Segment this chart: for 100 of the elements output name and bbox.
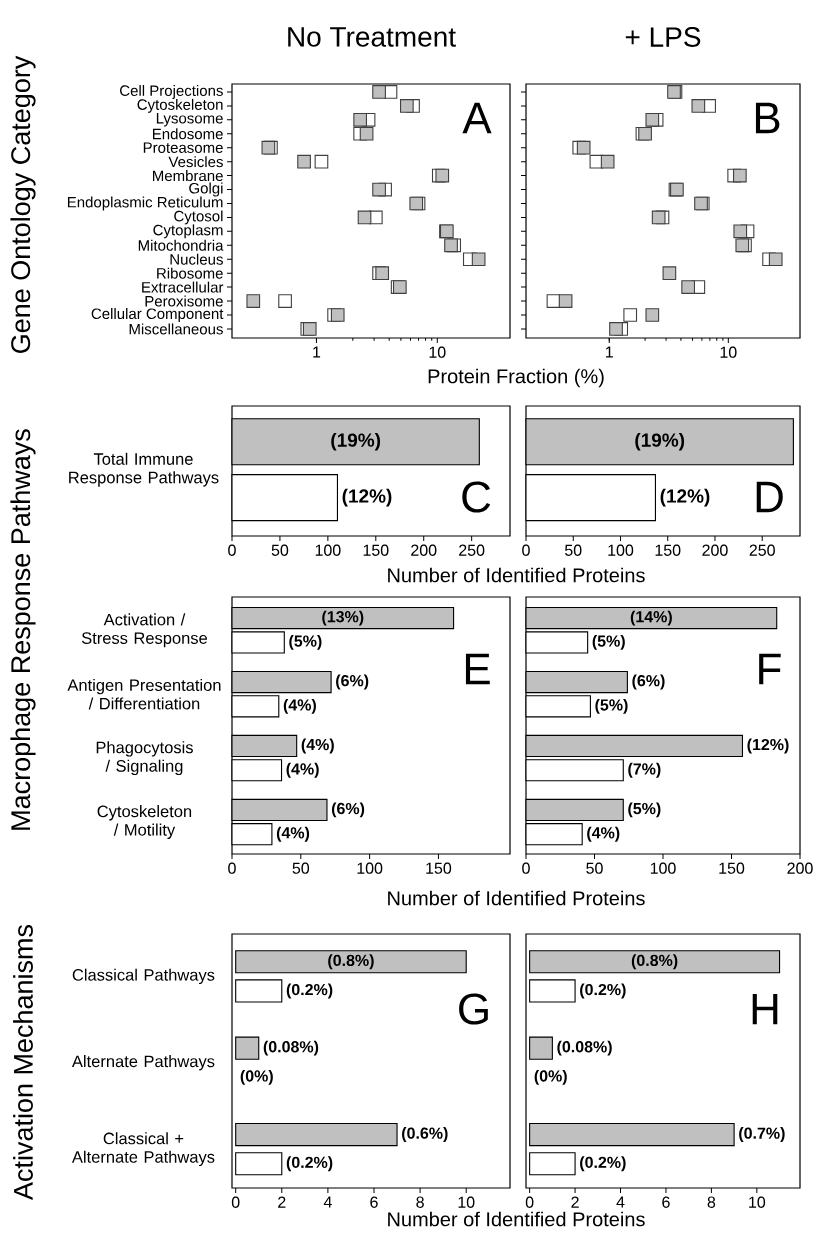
annotation: (6%)	[336, 674, 369, 690]
annotation: H	[752, 993, 778, 1025]
annotation: (0.2%)	[580, 1156, 626, 1172]
x-tick-label: 4	[616, 1196, 625, 1208]
y-tick-label: Cell Projections	[120, 84, 223, 99]
y-tick-label: Cellular Component	[91, 308, 224, 322]
y-tick-label: Activation / Stress Response	[81, 613, 207, 648]
x-tick-label: 2	[571, 1196, 579, 1208]
annotation: A	[462, 102, 492, 134]
annotation: (6%)	[331, 802, 365, 818]
x-tick-label: 0	[231, 1196, 240, 1208]
y-tick-label: Membrane	[153, 170, 223, 182]
x-tick-label: 0	[522, 544, 530, 556]
annotation: (7%)	[628, 762, 661, 778]
y-tick-label: Peroxisome	[145, 295, 223, 307]
annotation: (13%)	[322, 610, 364, 626]
x-tick-label: 100	[650, 862, 676, 874]
y-tick-label: Cytoplasm	[153, 224, 223, 239]
annotation: (0.8%)	[631, 954, 678, 970]
y-tick-label: Cytoskeleton / Motility	[97, 805, 192, 839]
x-tick-label: 8	[707, 1196, 716, 1208]
y-tick-label: Cytosol	[174, 210, 223, 225]
annotation: F	[759, 653, 781, 685]
y-tick-label: Classical Pathways	[72, 968, 215, 985]
x-tick-label: 50	[564, 544, 582, 556]
y-tick-label: Total Immune Response Pathways	[69, 452, 219, 487]
y-tick-label: Proteasome	[143, 142, 223, 153]
y-tick-label: Classical + Alternate Pathways	[71, 1132, 215, 1167]
annotation: (19%)	[635, 432, 685, 451]
annotation: (12%)	[342, 488, 392, 507]
y-tick-label: Mitochondria	[138, 239, 224, 251]
chart-title: + LPS	[625, 27, 701, 47]
x-tick-label: 200	[702, 544, 728, 556]
annotation: (0.2%)	[286, 983, 333, 999]
annotation: (0.08%)	[557, 1040, 612, 1056]
annotation: (0%)	[534, 1069, 567, 1085]
annotation: (6%)	[632, 674, 665, 690]
annotation: (5%)	[289, 634, 322, 650]
annotation: (12%)	[660, 488, 710, 507]
y-tick-label: Endosome	[152, 128, 223, 140]
y-axis-title: Activation Mechanisms	[13, 924, 33, 1201]
annotation: (0.8%)	[328, 954, 374, 970]
x-axis-title: Number of Identified Proteins	[388, 890, 645, 906]
y-tick-label: Golgi	[189, 182, 223, 197]
x-tick-label: 100	[315, 544, 341, 556]
x-tick-label: 6	[662, 1196, 670, 1208]
x-tick-label: 100	[608, 544, 634, 556]
y-tick-label: Miscellaneous	[129, 323, 223, 335]
x-tick-label: 4	[323, 1196, 332, 1208]
x-tick-label: 150	[719, 862, 745, 874]
y-tick-label: Alternate Pathways	[71, 1055, 215, 1071]
annotation: (4%)	[587, 826, 620, 842]
x-tick-label: 150	[426, 862, 452, 874]
x-axis-title: Number of Identified Proteins	[388, 567, 645, 583]
y-tick-label: Ribosome	[157, 267, 223, 279]
annotation: (19%)	[331, 432, 381, 451]
x-tick-label: 0	[228, 862, 236, 874]
x-tick-label: 100	[357, 862, 383, 874]
x-tick-label: 150	[655, 544, 681, 556]
x-tick-label: 10	[429, 346, 446, 358]
annotation: (0.6%)	[402, 1127, 448, 1142]
annotation: (0.2%)	[580, 983, 626, 999]
y-axis-title: Gene Ontology Category	[10, 55, 36, 353]
annotation: (4%)	[276, 826, 310, 842]
annotation: (0%)	[240, 1069, 273, 1085]
x-tick-label: 50	[271, 544, 289, 556]
annotation: G	[459, 993, 488, 1025]
annotation: (0.7%)	[739, 1127, 785, 1142]
x-tick-label: 250	[749, 544, 775, 556]
y-tick-label: Antigen Presentation / Differentiation	[67, 678, 221, 710]
x-tick-label: 150	[363, 544, 389, 556]
x-tick-label: 10	[720, 346, 737, 358]
annotation: C	[462, 481, 491, 513]
y-tick-label: Nucleus	[170, 253, 223, 265]
x-tick-label: 1	[313, 346, 321, 358]
y-tick-label: Endoplasmic Reticulum	[67, 196, 223, 211]
x-tick-label: 10	[458, 1196, 475, 1208]
x-tick-label: 50	[292, 862, 310, 874]
annotation: D	[756, 481, 783, 513]
x-tick-label: 0	[525, 1196, 534, 1208]
x-tick-label: 6	[370, 1196, 378, 1208]
annotation: (5%)	[595, 698, 628, 714]
annotation: B	[755, 102, 780, 134]
y-tick-label: Cytoskeleton	[137, 98, 223, 113]
chart-title: No Treatment	[288, 27, 456, 47]
y-tick-label: Lysosome	[156, 113, 223, 127]
x-tick-label: 0	[522, 862, 530, 874]
x-axis-title: Number of Identified Proteins	[388, 1211, 645, 1227]
x-tick-label: 200	[787, 862, 813, 874]
x-tick-label: 250	[459, 544, 485, 556]
annotation: (12%)	[747, 738, 789, 754]
y-tick-label: Phagocytosis / Signaling	[96, 741, 193, 776]
annotation: (14%)	[630, 610, 672, 626]
x-tick-label: 50	[586, 862, 603, 874]
annotation: (4%)	[301, 738, 334, 754]
annotation: (5%)	[628, 802, 661, 818]
annotation: (4%)	[283, 698, 316, 714]
annotation: (0.2%)	[286, 1156, 333, 1172]
y-tick-label: Extracellular	[142, 281, 224, 293]
x-tick-label: 200	[411, 544, 437, 556]
